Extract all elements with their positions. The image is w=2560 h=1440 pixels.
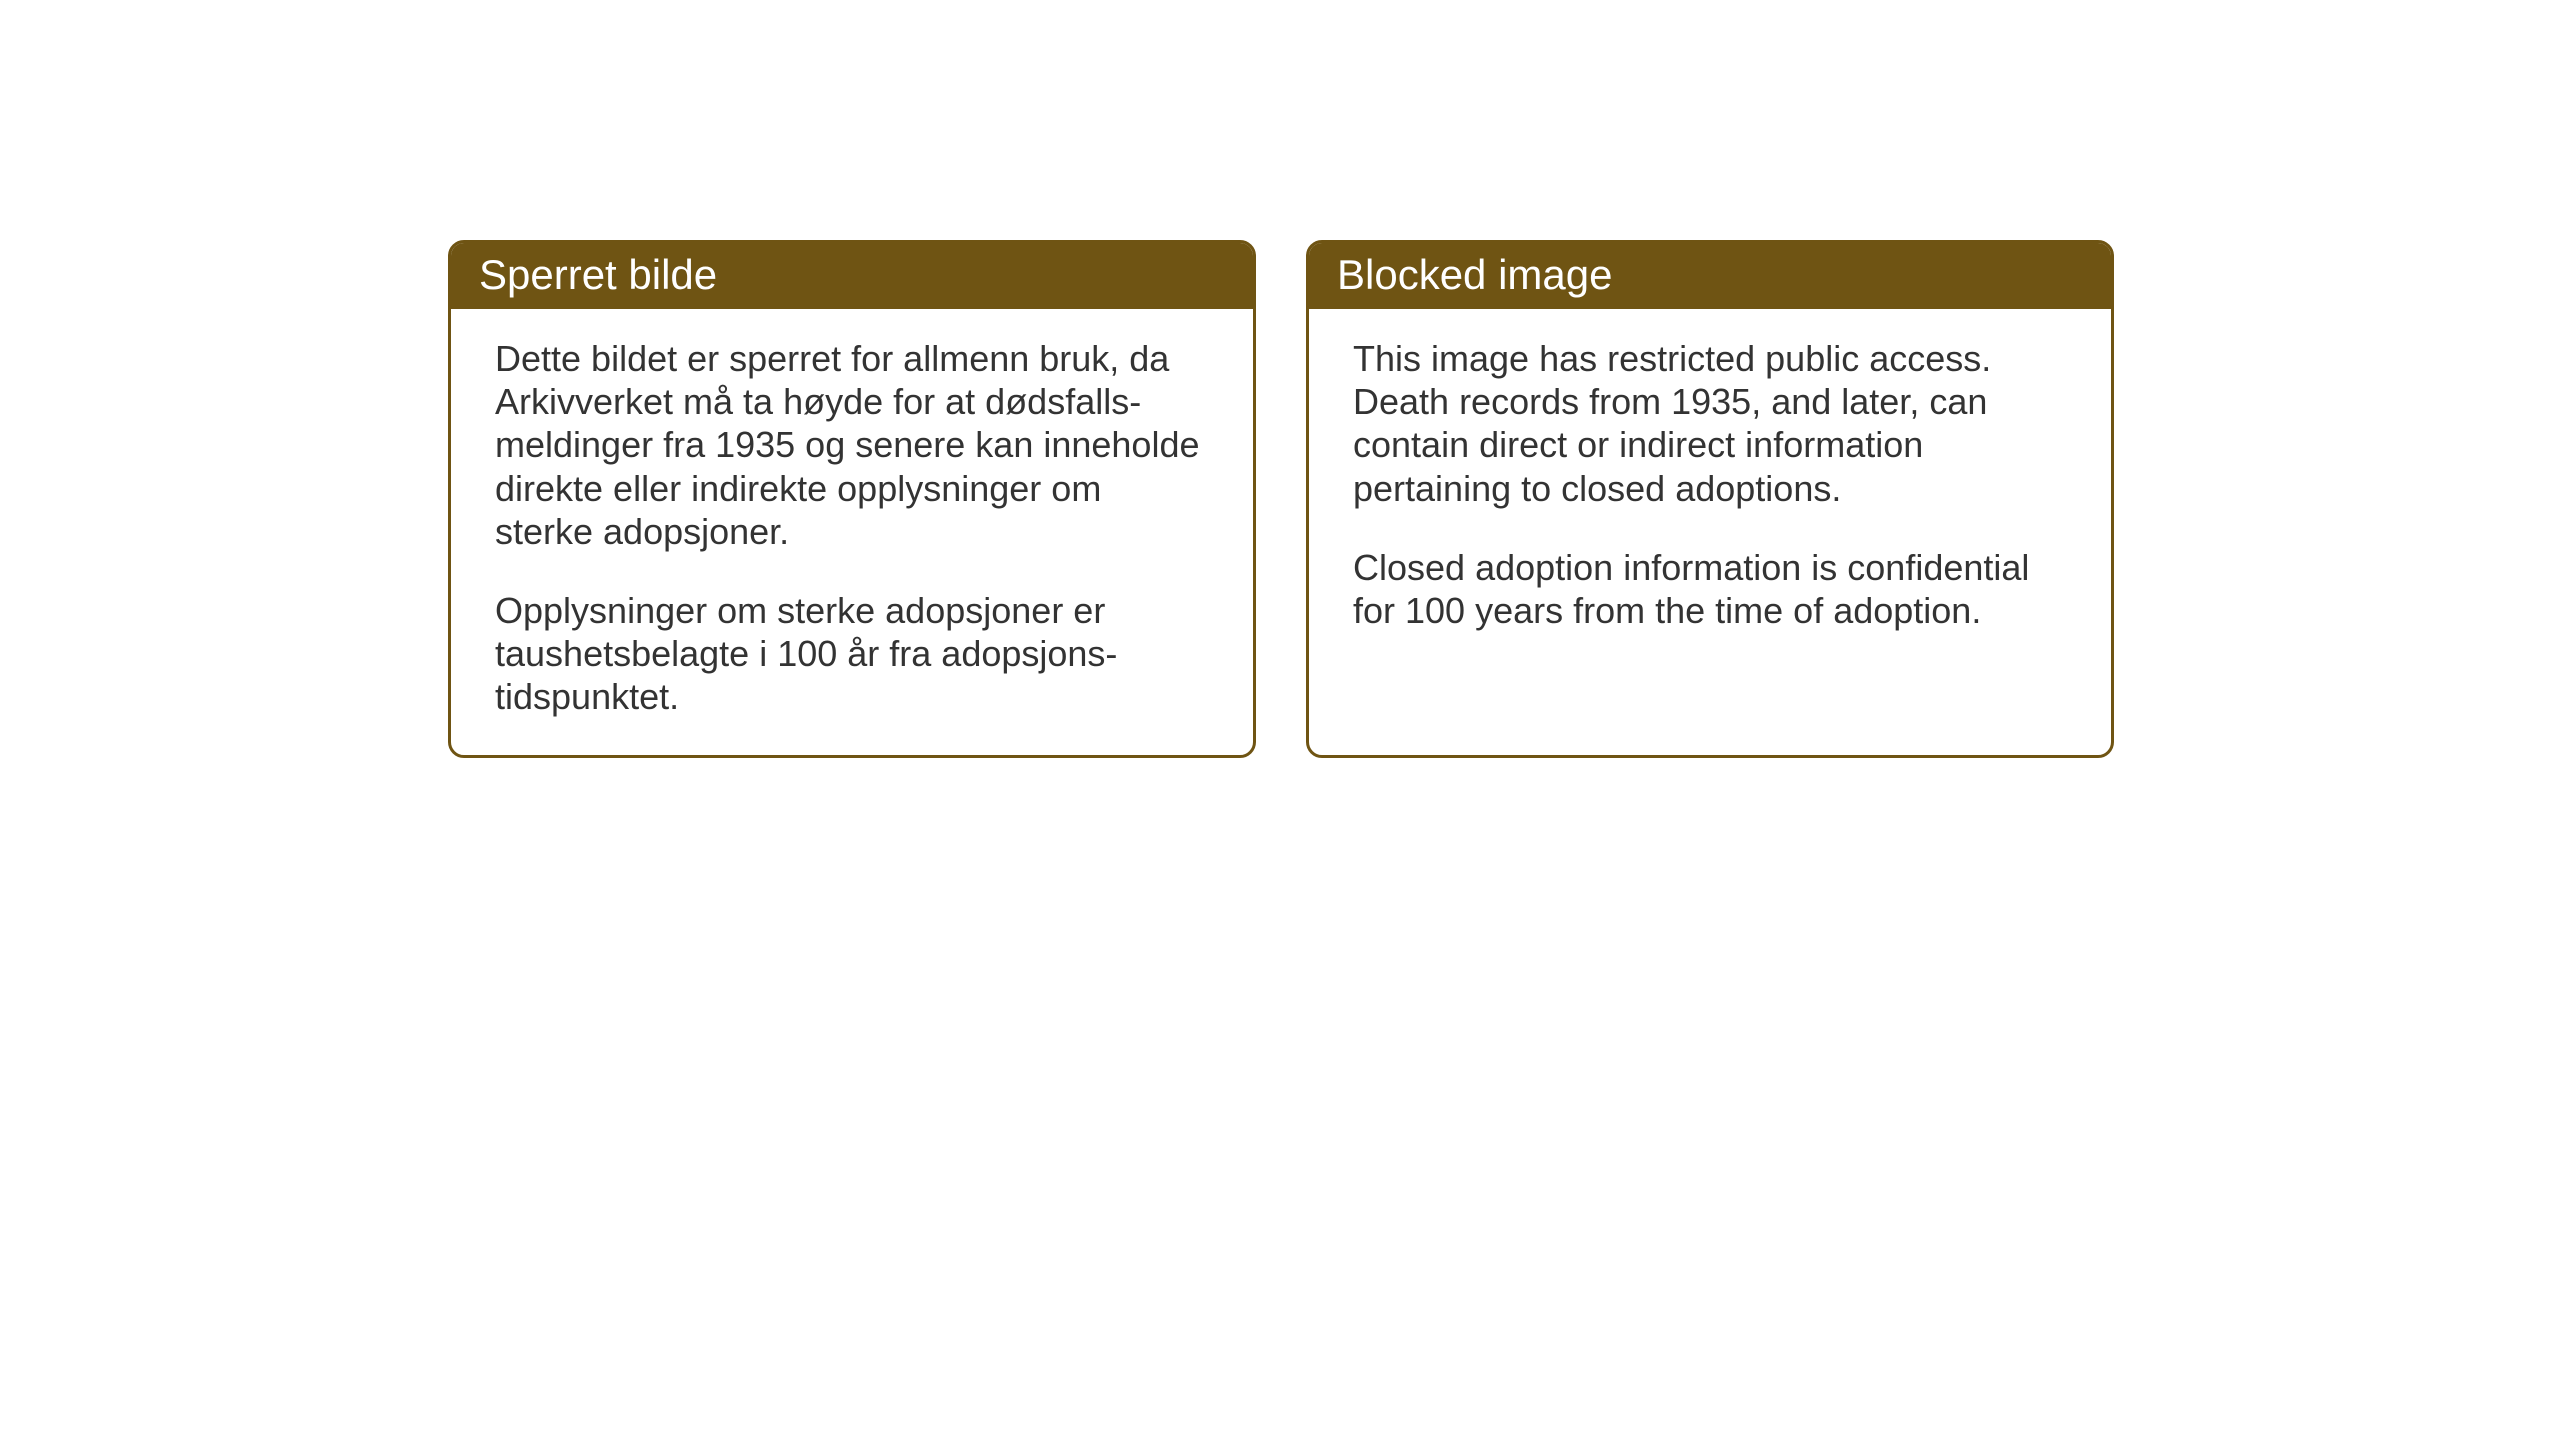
card-body-english: This image has restricted public access.… <box>1309 309 2111 729</box>
card-title-norwegian: Sperret bilde <box>479 251 717 298</box>
card-header-norwegian: Sperret bilde <box>451 243 1253 309</box>
notice-card-norwegian: Sperret bilde Dette bildet er sperret fo… <box>448 240 1256 758</box>
card-paragraph: This image has restricted public access.… <box>1353 337 2067 510</box>
card-paragraph: Opplysninger om sterke adopsjoner er tau… <box>495 589 1209 719</box>
notice-card-english: Blocked image This image has restricted … <box>1306 240 2114 758</box>
card-paragraph: Dette bildet er sperret for allmenn bruk… <box>495 337 1209 553</box>
notice-container: Sperret bilde Dette bildet er sperret fo… <box>448 240 2114 758</box>
card-title-english: Blocked image <box>1337 251 1612 298</box>
card-body-norwegian: Dette bildet er sperret for allmenn bruk… <box>451 309 1253 755</box>
card-paragraph: Closed adoption information is confident… <box>1353 546 2067 632</box>
card-header-english: Blocked image <box>1309 243 2111 309</box>
